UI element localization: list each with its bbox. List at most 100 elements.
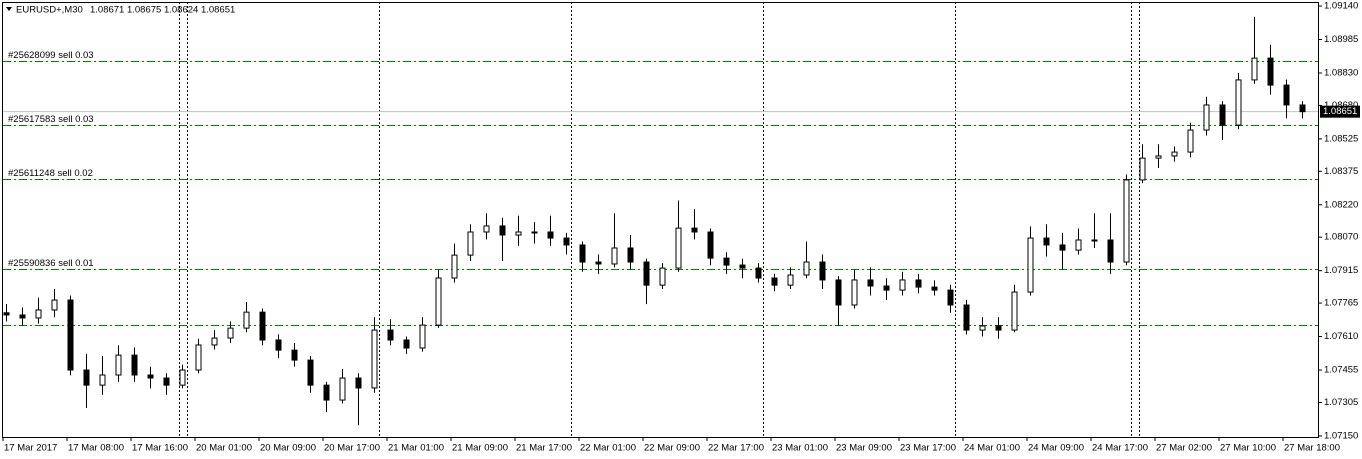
- y-tick-label: 1.07915: [1324, 265, 1358, 276]
- x-tick-label: 24 Mar 09:00: [1028, 443, 1084, 454]
- candle-body: [1299, 104, 1306, 113]
- candle-body: [1027, 237, 1034, 293]
- candle-body: [51, 299, 58, 311]
- y-tick-label: 1.08220: [1324, 199, 1358, 210]
- candle-body: [67, 299, 74, 371]
- candle-body: [1219, 104, 1226, 126]
- y-tick-label: 1.09140: [1324, 1, 1358, 12]
- period-separators: [179, 2, 1140, 437]
- x-tick-label: 17 Mar 2017: [4, 443, 57, 454]
- order-label: #25590836 sell 0.01: [8, 258, 94, 269]
- candle-body: [643, 261, 650, 286]
- y-tick-label: 1.07610: [1324, 331, 1358, 342]
- candle-body: [995, 325, 1002, 331]
- x-tick-label: 23 Mar 01:00: [772, 443, 828, 454]
- candle-body: [1251, 57, 1258, 81]
- candle-body: [35, 309, 42, 319]
- candle-body: [179, 369, 186, 386]
- y-tick-label: 1.08525: [1324, 133, 1358, 144]
- x-tick-label: 27 Mar 10:00: [1220, 443, 1276, 454]
- y-tick-label: 1.07765: [1324, 298, 1358, 309]
- candle-body: [915, 279, 922, 288]
- x-tick-label: 24 Mar 01:00: [964, 443, 1020, 454]
- candle-body: [259, 311, 266, 341]
- candle-body: [531, 231, 538, 234]
- candle-body: [819, 261, 826, 281]
- candle-body: [963, 304, 970, 331]
- candle-body: [483, 225, 490, 233]
- candle-body: [227, 327, 234, 339]
- y-tick-label: 1.08070: [1324, 232, 1358, 243]
- candle-body: [1123, 179, 1130, 263]
- candle-body: [291, 349, 298, 361]
- candle-body: [1155, 155, 1162, 159]
- candle-body: [163, 377, 170, 386]
- candle-body: [595, 261, 602, 265]
- candle-body: [1187, 129, 1194, 153]
- candle-body: [275, 339, 282, 351]
- menu-arrow[interactable]: [6, 7, 12, 11]
- chart-title: EURUSD+,M30: [16, 5, 83, 16]
- x-tick-label: 20 Mar 09:00: [260, 443, 316, 454]
- x-tick-label: 23 Mar 17:00: [900, 443, 956, 454]
- x-tick-label: 23 Mar 09:00: [836, 443, 892, 454]
- candle-body: [451, 254, 458, 279]
- x-tick-label: 21 Mar 17:00: [516, 443, 572, 454]
- candle-body: [883, 285, 890, 291]
- x-tick-label: 22 Mar 09:00: [644, 443, 700, 454]
- candle-body: [1203, 104, 1210, 131]
- y-tick-label: 1.08375: [1324, 166, 1358, 177]
- x-tick-label: 17 Mar 16:00: [132, 443, 188, 454]
- candle-body: [147, 374, 154, 379]
- candle-body: [659, 267, 666, 286]
- candle-body: [851, 279, 858, 306]
- candle-body: [1011, 291, 1018, 331]
- candle-body: [1283, 84, 1290, 106]
- chart-subtitle: 1.08671 1.08675 1.08624 1.08651: [90, 5, 235, 16]
- candle-body: [627, 247, 634, 263]
- y-tick-label: 1.07455: [1324, 365, 1358, 376]
- candle-body: [835, 279, 842, 306]
- candle-body: [435, 277, 442, 326]
- candle-body: [867, 279, 874, 287]
- candle-body: [195, 344, 202, 371]
- candle-body: [115, 354, 122, 376]
- candle-body: [211, 337, 218, 346]
- candle-body: [707, 231, 714, 259]
- candle-body: [675, 227, 682, 269]
- y-tick-label: 1.08680: [1324, 100, 1358, 111]
- candle-body: [611, 247, 618, 265]
- candle-body: [387, 329, 394, 341]
- candle-body: [563, 237, 570, 246]
- y-tick-label: 1.07305: [1324, 397, 1358, 408]
- y-tick-label: 1.08830: [1324, 68, 1358, 79]
- candle-body: [579, 244, 586, 263]
- candle-body: [499, 225, 506, 236]
- candle-body: [83, 369, 90, 386]
- x-tick-label: 22 Mar 17:00: [708, 443, 764, 454]
- x-tick-label: 27 Mar 18:00: [1284, 443, 1340, 454]
- candle-body: [771, 277, 778, 286]
- candle-body: [19, 314, 26, 319]
- x-tick-label: 27 Mar 02:00: [1156, 443, 1212, 454]
- candle-body: [467, 231, 474, 256]
- candle-body: [723, 257, 730, 266]
- candle-body: [403, 339, 410, 349]
- order-label: #25617583 sell 0.03: [8, 114, 94, 125]
- candle-body: [899, 279, 906, 291]
- candle-body: [1235, 79, 1242, 126]
- candle-body: [371, 329, 378, 389]
- candle-body: [131, 354, 138, 376]
- candle-body: [99, 374, 106, 386]
- candle-body: [419, 324, 426, 349]
- candle-body: [979, 325, 986, 331]
- candle-body: [755, 267, 762, 279]
- current-price-label: 1.08651: [1323, 106, 1357, 117]
- candle-body: [739, 264, 746, 269]
- candle-body: [1107, 239, 1114, 263]
- candle-body: [1043, 237, 1050, 246]
- candle-body: [547, 231, 554, 239]
- candle-body: [931, 286, 938, 291]
- current-price-box: [1320, 105, 1360, 118]
- candle-body: [947, 289, 954, 306]
